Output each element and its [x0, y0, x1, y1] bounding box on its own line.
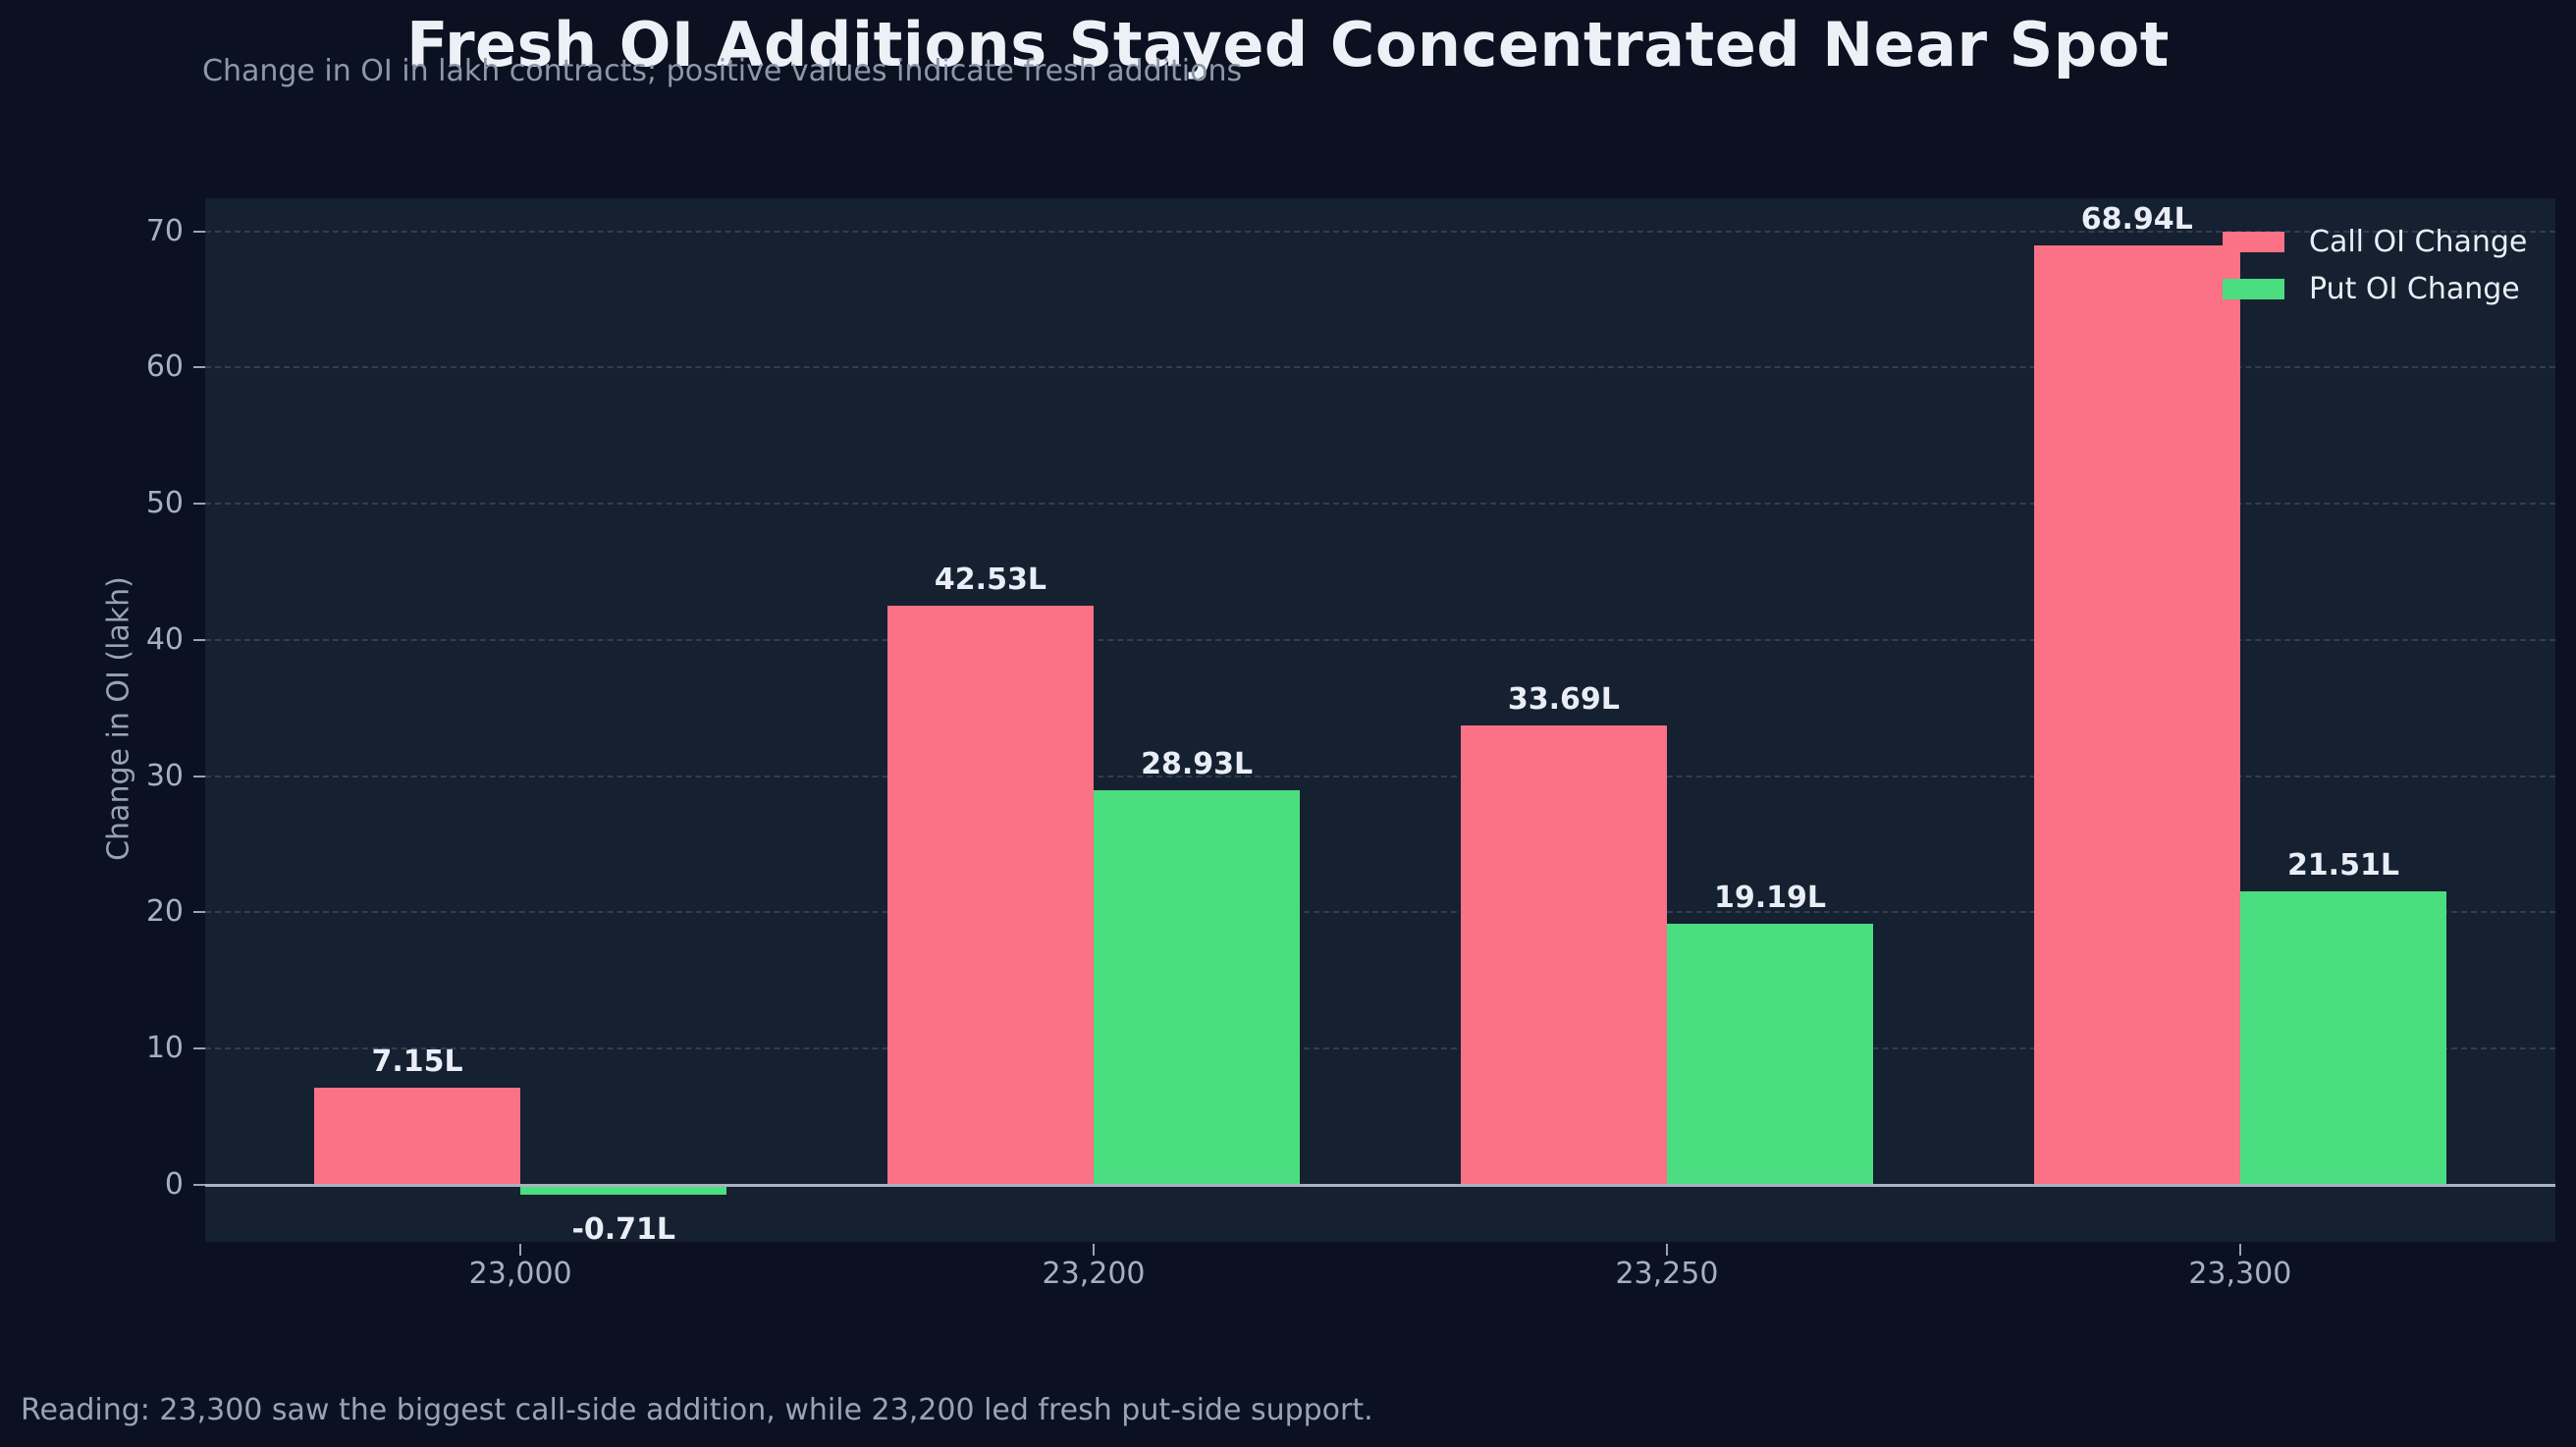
y-tick-mark [193, 638, 205, 641]
gridline [205, 911, 2555, 914]
put-bar-value-label: 21.51L [2286, 848, 2399, 884]
put-oi-bar [2239, 891, 2447, 1185]
x-tick-label: 23,000 [468, 1257, 572, 1291]
call-oi-bar [1460, 725, 1667, 1185]
call-oi-bar [886, 605, 1095, 1185]
y-tick-mark [193, 230, 205, 233]
x-tick-label: 23,200 [1042, 1257, 1146, 1291]
y-tick-label: 70 [145, 213, 184, 248]
y-tick-label: 10 [145, 1031, 184, 1066]
put-oi-bar [1094, 790, 1301, 1185]
x-tick-mark [1093, 1244, 1096, 1256]
legend-label: Put OI Change [2309, 271, 2520, 306]
y-axis-title: Change in OI (lakh) [101, 576, 136, 861]
legend-label: Call OI Change [2309, 224, 2528, 259]
put-oi-bar [520, 1184, 727, 1195]
y-tick-mark [193, 775, 205, 777]
y-tick-mark [193, 1183, 205, 1186]
gridline [205, 230, 2555, 233]
y-tick-mark [193, 911, 205, 914]
gridline [205, 775, 2555, 777]
chart-subtitle: Change in OI in lakh contracts; positive… [202, 54, 1243, 88]
put-oi-bar [1666, 923, 1874, 1185]
x-tick-mark [2238, 1244, 2241, 1256]
gridline [205, 366, 2555, 369]
gridline [205, 503, 2555, 506]
x-tick-mark [519, 1244, 522, 1256]
y-tick-label: 50 [145, 486, 184, 521]
y-tick-mark [193, 1047, 205, 1050]
call-legend-swatch [2223, 231, 2284, 252]
call-bar-value-label: 33.69L [1507, 682, 1620, 718]
y-tick-label: 20 [145, 894, 184, 930]
y-tick-mark [193, 503, 205, 506]
put-bar-value-label: 19.19L [1714, 880, 1827, 915]
y-tick-label: 40 [145, 621, 184, 657]
chart-title: Fresh OI Additions Stayed Concentrated N… [406, 9, 2170, 80]
y-tick-mark [193, 366, 205, 369]
gridline [205, 1047, 2555, 1050]
legend-item: Call OI Change [2223, 218, 2527, 265]
call-bar-value-label: 7.15L [371, 1044, 463, 1079]
put-bar-value-label: -0.71L [571, 1211, 676, 1247]
call-oi-bar [2033, 245, 2240, 1185]
put-bar-value-label: 28.93L [1141, 747, 1254, 782]
call-bar-value-label: 42.53L [934, 562, 1046, 597]
x-tick-label: 23,300 [2188, 1257, 2292, 1291]
x-axis-zero-line [205, 1183, 2555, 1187]
x-tick-label: 23,250 [1615, 1257, 1719, 1291]
legend: Call OI Change Put OI Change [2223, 218, 2527, 312]
legend-item: Put OI Change [2223, 265, 2527, 312]
reading-note: Reading: 23,300 saw the biggest call-sid… [21, 1393, 1373, 1427]
y-tick-label: 0 [164, 1166, 184, 1202]
call-oi-bar [313, 1087, 521, 1185]
call-bar-value-label: 68.94L [2080, 202, 2193, 238]
gridline [205, 638, 2555, 641]
put-legend-swatch [2223, 278, 2284, 299]
y-tick-label: 30 [145, 758, 184, 793]
y-tick-label: 60 [145, 349, 184, 385]
x-tick-mark [1665, 1244, 1668, 1256]
